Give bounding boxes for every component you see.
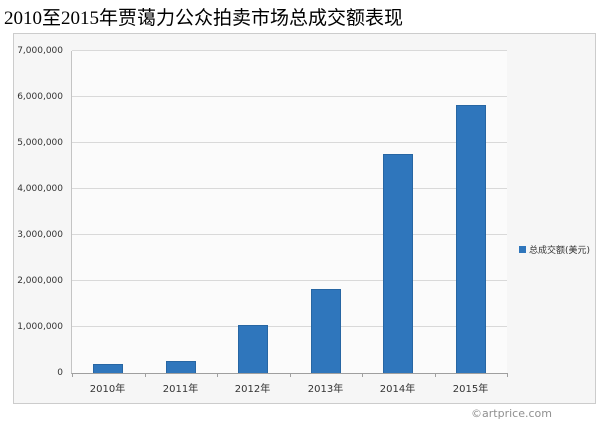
bar-2013年 [311, 289, 341, 373]
gridline [72, 234, 507, 235]
y-axis-tick-label: 5,000,000 [17, 138, 63, 148]
x-axis-category-label: 2014年 [379, 384, 416, 395]
y-axis-labels: 0 1,000,000 2,000,000 3,000,000 4,000,000 5,0… [14, 46, 66, 378]
bar-2012年 [238, 325, 268, 373]
gridline [72, 188, 507, 189]
gridline [72, 142, 507, 143]
gridline [72, 50, 507, 51]
y-axis-tick-label: 7,000,000 [17, 46, 63, 56]
bar-2010年 [93, 364, 123, 373]
y-axis-tick-label: 6,000,000 [17, 92, 63, 102]
y-axis-tick-label: 2,000,000 [17, 276, 63, 286]
bar-2011年 [166, 361, 196, 373]
legend: 总成交额(美元) [519, 243, 590, 256]
bar-2015年 [456, 105, 486, 373]
gridline [72, 96, 507, 97]
gridline [72, 280, 507, 281]
x-axis-tick [507, 373, 508, 377]
copyright-text: ©artprice.com [471, 407, 552, 420]
x-axis-tick [72, 373, 73, 377]
y-axis-tick-label: 0 [57, 368, 63, 378]
x-axis-tick [290, 373, 291, 377]
y-axis-tick-label: 1,000,000 [17, 322, 63, 332]
bar-2014年 [383, 154, 413, 373]
page-title: 2010至2015年贾蔼力公众拍卖市场总成交额表现 [4, 8, 404, 29]
x-axis-tick [362, 373, 363, 377]
legend-marker-icon [519, 246, 526, 253]
x-axis-tick [435, 373, 436, 377]
x-axis-tick [217, 373, 218, 377]
chart-panel: 0 1,000,000 2,000,000 3,000,000 4,000,000 5,0… [13, 33, 596, 404]
legend-label: 总成交额(美元) [529, 246, 591, 256]
gridline [72, 326, 507, 327]
x-axis-labels: 2010年 2011年 2012年 2013年 2014年 2015年 [71, 373, 506, 395]
x-axis-category-label: 2013年 [307, 384, 344, 395]
x-axis-category-label: 2011年 [162, 384, 199, 395]
x-axis-category-label: 2015年 [452, 384, 489, 395]
plot-area [71, 50, 508, 377]
x-axis-tick [145, 373, 146, 377]
y-axis-tick-label: 3,000,000 [17, 230, 63, 240]
y-axis-tick-label: 4,000,000 [17, 184, 63, 194]
x-axis-category-label: 2010年 [89, 384, 126, 395]
x-axis-category-label: 2012年 [234, 384, 271, 395]
